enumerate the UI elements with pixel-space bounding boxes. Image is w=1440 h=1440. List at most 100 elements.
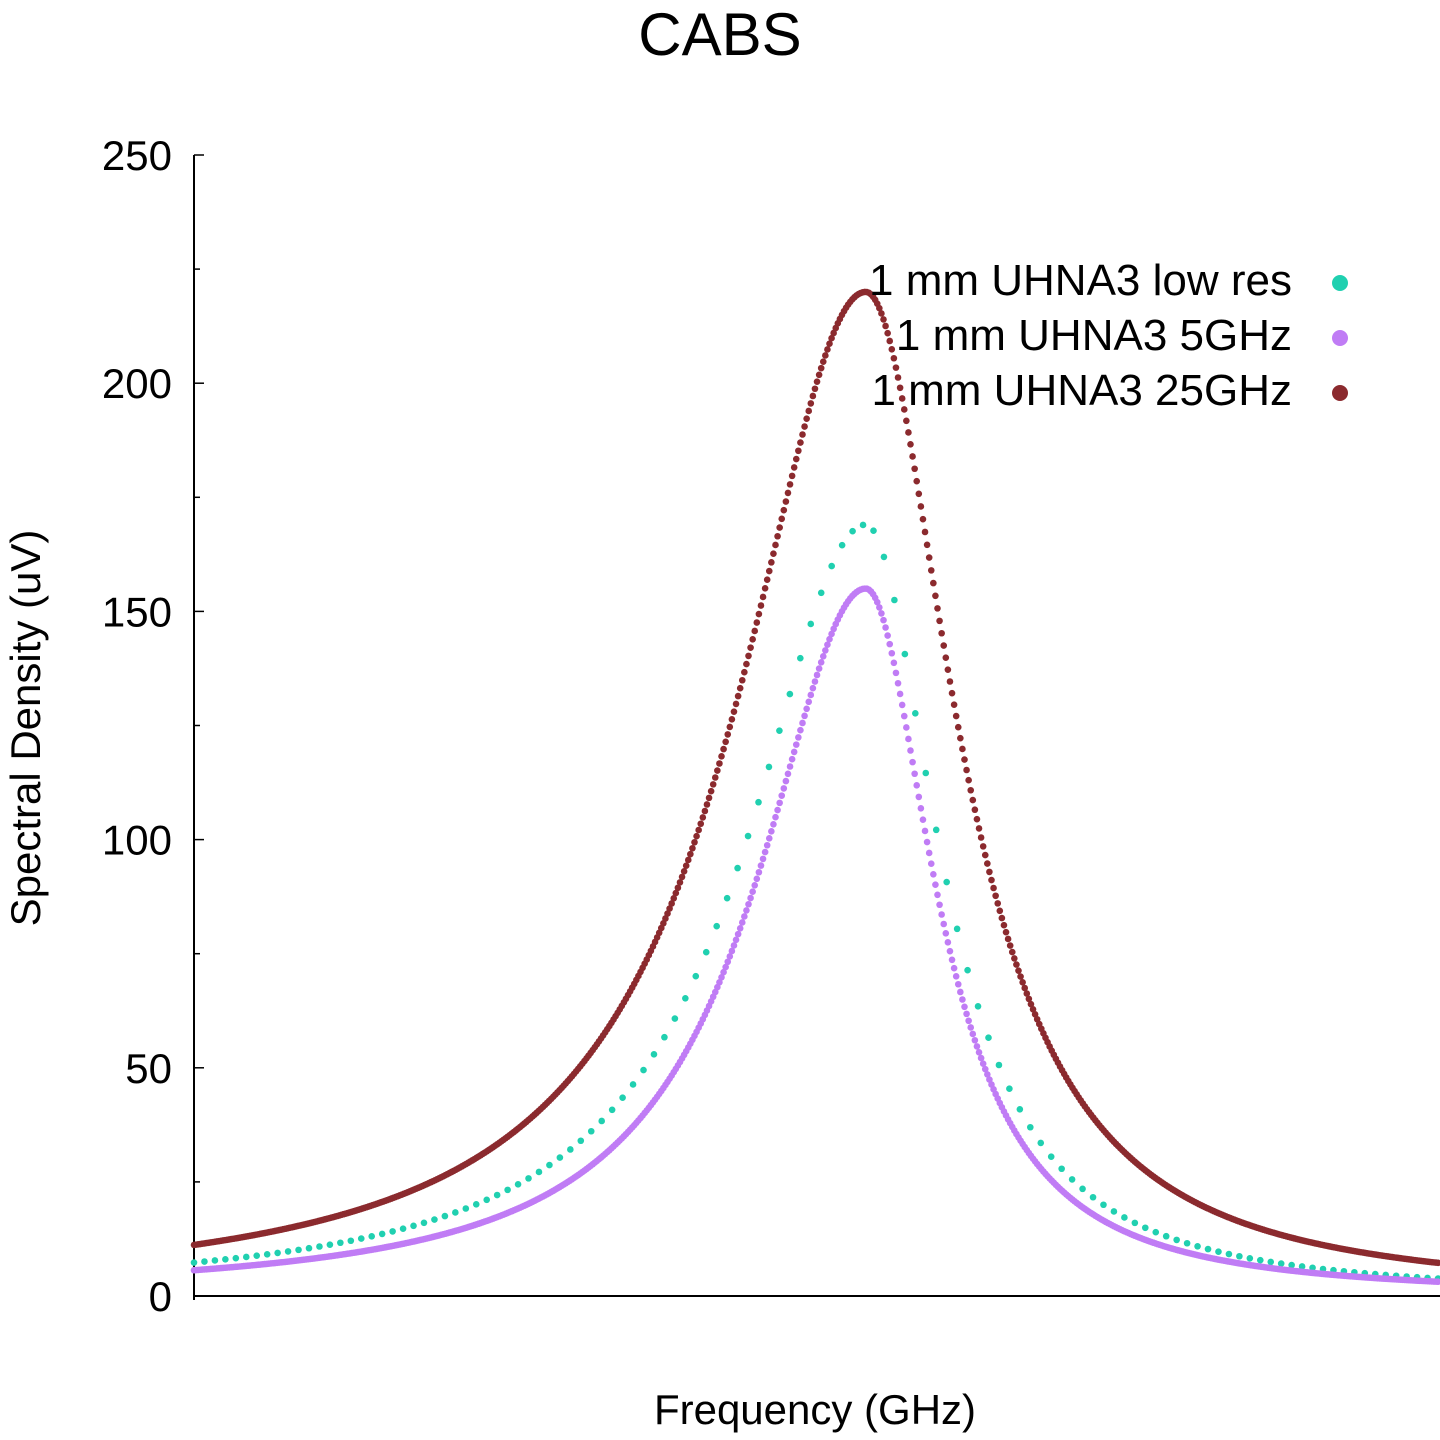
data-point (975, 825, 983, 832)
data-point (661, 1033, 668, 1041)
data-point (936, 617, 943, 625)
data-point (923, 838, 931, 846)
data-point (747, 644, 754, 651)
data-point (776, 524, 783, 531)
data-point (799, 431, 806, 438)
data-point (772, 541, 779, 549)
data-point (1027, 1123, 1034, 1131)
series-2 (190, 288, 1440, 1267)
data-point (743, 660, 750, 668)
data-point (1256, 1256, 1264, 1264)
data-point (732, 936, 740, 944)
data-point (389, 1228, 396, 1235)
data-point (788, 472, 796, 480)
data-point (757, 862, 765, 869)
data-point (263, 1251, 271, 1258)
data-point (514, 1181, 522, 1188)
data-point (305, 1244, 313, 1252)
data-point (745, 900, 752, 908)
data-point (915, 793, 923, 801)
data-point (718, 973, 725, 981)
data-point (981, 1065, 989, 1073)
data-point (1000, 921, 1008, 929)
data-point (695, 826, 702, 834)
legend: 1 mm UHNA3 low res 1 mm UHNA3 5GHz 1 mm … (869, 256, 1348, 415)
data-point (815, 371, 823, 379)
data-point (986, 868, 993, 876)
data-point (919, 816, 927, 824)
data-point (1004, 935, 1012, 943)
data-point (759, 855, 767, 863)
data-point (909, 758, 916, 766)
data-point (981, 851, 989, 859)
legend-marker-low-res (1332, 275, 1348, 291)
data-point (936, 901, 943, 909)
data-point (964, 966, 971, 974)
data-point (504, 1186, 511, 1194)
data-point (917, 805, 925, 812)
data-point (911, 465, 918, 473)
axes: 0 50 100 150 200 250 (102, 132, 1440, 1320)
x-axis-label: Frequency (GHz) (654, 1386, 976, 1433)
data-point (946, 947, 954, 955)
data-point (707, 787, 715, 795)
data-point (954, 723, 962, 731)
data-point (759, 593, 767, 601)
data-point (316, 1243, 323, 1250)
data-point (803, 705, 810, 713)
data-point (765, 835, 773, 842)
data-point (1288, 1261, 1295, 1269)
data-point (890, 659, 898, 667)
data-point (462, 1205, 470, 1212)
data-point (921, 528, 929, 536)
y-tick-label: 50 (125, 1045, 172, 1092)
data-point (965, 776, 972, 784)
data-point (699, 814, 707, 821)
data-point (998, 914, 1006, 922)
data-point (782, 498, 790, 505)
data-point (730, 942, 738, 949)
data-point (1277, 1260, 1285, 1267)
data-point (828, 562, 835, 570)
data-point (930, 870, 937, 878)
data-point (732, 700, 740, 708)
legend-label-25ghz: 1 mm UHNA3 25GHz (871, 366, 1292, 415)
data-point (824, 346, 831, 353)
data-point (990, 884, 997, 892)
data-point (567, 1146, 574, 1153)
y-tick-label: 150 (102, 588, 172, 635)
data-point (927, 567, 935, 574)
data-point (891, 596, 898, 604)
data-point (242, 1253, 250, 1261)
data-point (803, 415, 810, 422)
data-point (274, 1249, 281, 1257)
y-tick-label: 200 (102, 360, 172, 407)
data-point (546, 1161, 553, 1169)
data-point (702, 948, 710, 956)
data-point (1173, 1236, 1180, 1244)
data-point (849, 527, 856, 535)
data-point (977, 1054, 985, 1062)
data-point (801, 423, 808, 430)
data-point (765, 763, 773, 771)
data-point (807, 691, 815, 699)
y-tick-label: 0 (149, 1273, 172, 1320)
data-point (979, 843, 987, 850)
data-point (1215, 1248, 1222, 1255)
data-point (809, 684, 817, 692)
data-point (722, 963, 729, 971)
data-point (965, 1017, 972, 1025)
data-point (776, 799, 783, 807)
data-point (890, 354, 898, 362)
data-point (828, 630, 835, 638)
data-point (878, 310, 885, 317)
data-point (932, 826, 940, 834)
data-point (919, 515, 927, 523)
data-point (1006, 942, 1014, 949)
data-point (1037, 1139, 1045, 1147)
data-point (940, 920, 948, 928)
data-point (1021, 984, 1029, 992)
data-point (888, 649, 896, 657)
data-point (927, 860, 935, 868)
data-point (701, 807, 709, 815)
